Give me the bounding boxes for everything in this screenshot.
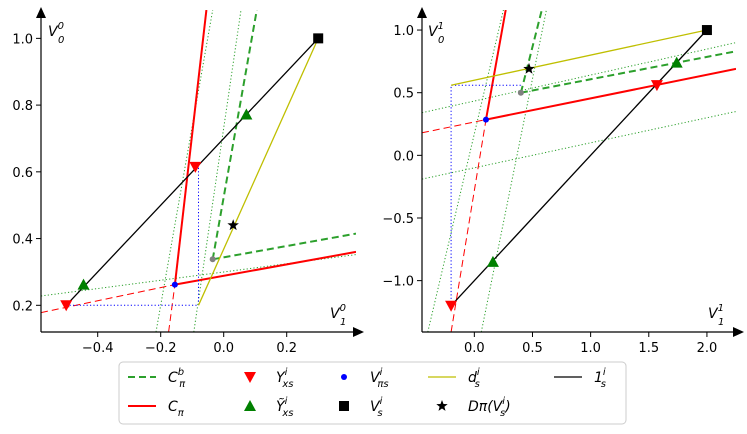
right-line-green_dotted [422,111,736,180]
legend: Cb π Cπ Yi xs Ỹi xs Vi πs Vi s di s Dπ(Vi s) 1i s [118,361,627,425]
left-point-Y_xs [189,161,202,173]
left-plot-area [41,10,356,332]
left-ytick-label: 0.2 [12,299,33,314]
left-line-1_s [65,37,319,306]
right-plot-area [422,10,736,332]
right-x-label: V1 1 [708,303,724,328]
left-point-grey [209,256,216,263]
legend-swatch [244,372,256,383]
right-point-grey [517,89,524,96]
left-x-label: V0 1 [330,303,346,328]
left-line-C_pi^b [212,232,356,261]
legend-swatch [339,401,349,411]
right-line-C_pi [485,10,507,120]
right-xtick-label: 2.0 [697,341,718,356]
legend-item-d_s: di s [428,367,480,390]
legend-item-D_pi: Dπ(Vi s) [436,396,511,419]
left-point-Y_xs [60,300,73,312]
legend-item-C_pi: Cπ [128,399,185,419]
left-ytick-label: 0.8 [12,99,33,114]
left-point-V_s [313,33,324,44]
right-point-D_pi [523,62,535,74]
left-line-C_pi^b [211,10,258,260]
legend-item-Ytilde_xs: Ỹi xs [244,396,293,419]
legend-item-C_pi^b: Cb π [128,367,186,390]
right-ytick-label: −1.0 [382,275,414,290]
left-xtick-label: −0.4 [82,341,114,356]
right-line-C_pi^b [519,10,543,93]
right-xtick-label: 1.0 [580,341,601,356]
right-x-axis-arrow-icon [733,327,744,337]
left-line-d_s [197,38,319,306]
legend-label: Cπ [168,399,185,419]
left-xtick-label: 0.2 [276,341,297,356]
right-ytick-label: −0.5 [382,212,414,227]
left-point-D_pi [227,219,239,231]
legend-item-V_pi_s: Vi πs [341,367,389,390]
right-point-Y_xs [445,300,458,312]
right-point-Y_xs [650,80,663,92]
legend-label: Ỹi xs [276,396,293,419]
left-line-green_dotted [155,10,214,332]
right-point-Ytilde_xs [486,255,499,267]
right-xtick-label: 0.5 [522,341,543,356]
legend-swatch [244,400,256,411]
right-ytick-label: 0.0 [393,149,414,164]
right-line-red_dashed [450,119,487,332]
right-xtick-label: 0.0 [464,341,485,356]
right-line-green_dotted [422,42,736,114]
left-xtick-label: 0.0 [213,341,234,356]
left-ytick-label: 0.4 [12,233,33,248]
left-panel: −0.4 −0.2 0.0 0.2 0.2 0.4 0.6 0.8 1.0 V0 0 V0 1 [12,7,364,356]
legend-swatch [436,400,448,411]
right-xtick-label: 1.5 [638,341,659,356]
legend-item-1_s: 1i s [554,367,606,390]
legend-label: Vi s [370,396,383,419]
left-ticks: −0.4 −0.2 0.0 0.2 0.2 0.4 0.6 0.8 1.0 [12,32,297,356]
right-point-Ytilde_xs [670,56,683,68]
legend-label: di s [468,367,480,390]
right-ytick-label: 0.5 [393,87,414,102]
legend-label: Vi πs [370,367,389,390]
left-line-blue_dotted [66,166,199,306]
left-line-red_dashed [168,284,176,332]
left-point-V_pi_s [171,281,178,288]
right-panel: 0.0 0.5 1.0 1.5 2.0 −1.0 −0.5 0.0 0.5 1.0 V1 0 V1 1 [382,7,744,356]
right-line-green_dotted [480,10,547,332]
legend-items: Cb π Cπ Yi xs Ỹi xs Vi πs Vi s di s Dπ(Vi s) 1i s [128,367,606,419]
right-y-label: V1 0 [428,21,444,46]
left-line-C_pi [173,10,208,285]
right-ytick-label: 1.0 [393,24,414,39]
legend-label: 1i s [594,367,606,390]
legend-item-Y_xs: Yi xs [244,367,293,390]
right-ticks: 0.0 0.5 1.0 1.5 2.0 −1.0 −0.5 0.0 0.5 1.0 [382,24,717,356]
right-line-C_pi [485,67,736,121]
left-line-C_pi [174,250,356,286]
left-ytick-label: 1.0 [12,32,33,47]
left-xtick-label: −0.2 [145,341,177,356]
left-point-Ytilde_xs [240,108,253,120]
right-line-green_dotted [427,10,504,332]
right-line-C_pi^b [520,50,736,94]
right-point-V_pi_s [482,116,489,123]
left-y-axis-arrow-icon [36,7,46,18]
right-point-V_s [701,25,712,36]
legend-label: Dπ(Vi s) [468,396,511,419]
legend-item-V_s: Vi s [339,396,383,419]
legend-swatch [341,374,347,380]
left-line-red_dashed [41,284,176,314]
legend-label: Cb π [168,367,186,390]
right-line-d_s [450,29,708,86]
left-x-axis-arrow-icon [353,327,364,337]
left-y-label: V0 0 [48,21,64,46]
legend-label: Yi xs [276,367,293,390]
left-point-Ytilde_xs [77,278,90,290]
left-ytick-label: 0.6 [12,166,33,181]
right-y-axis-arrow-icon [417,7,427,18]
